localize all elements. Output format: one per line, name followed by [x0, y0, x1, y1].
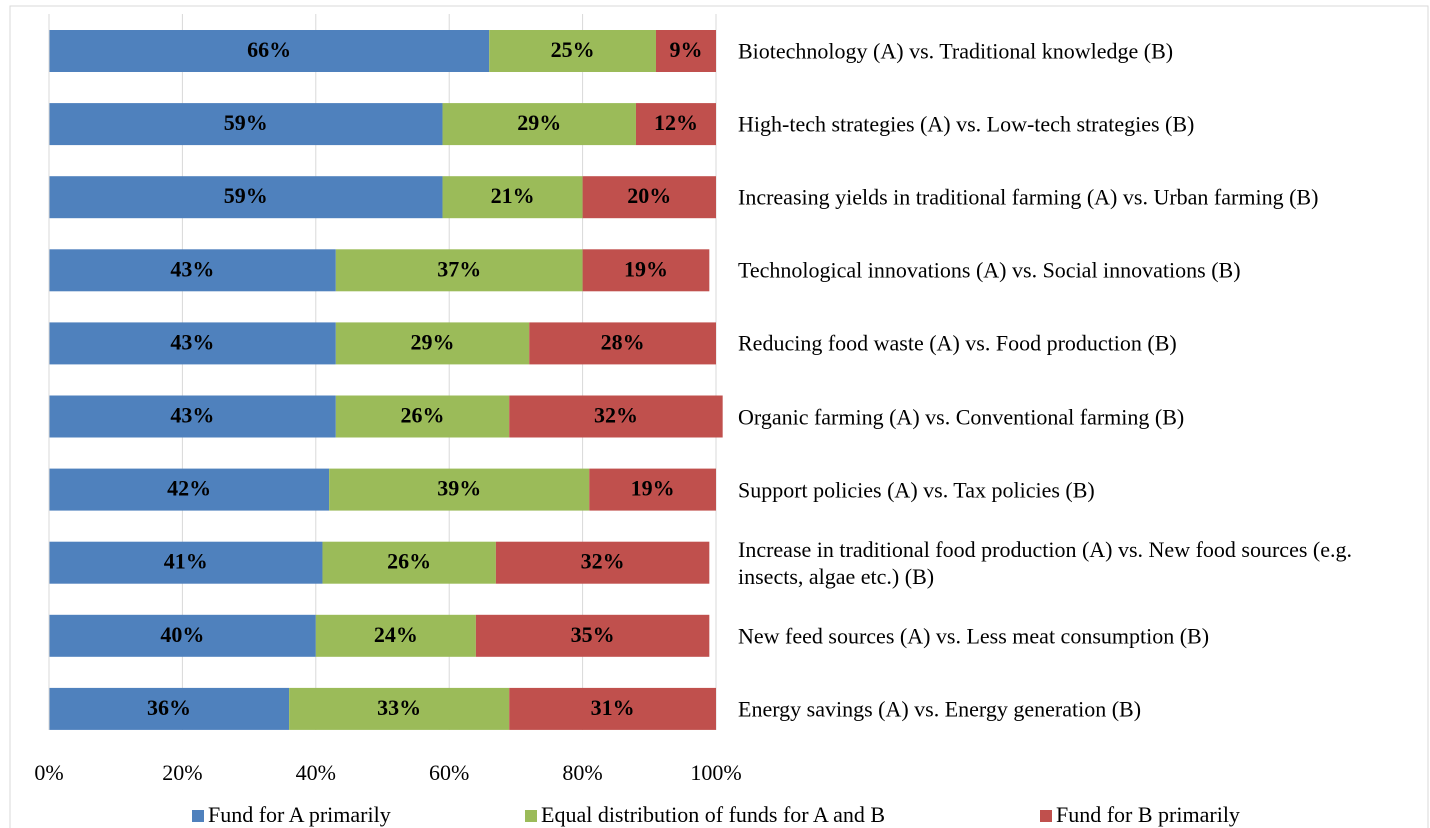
bar-segment	[49, 103, 443, 146]
bar-segment	[49, 395, 336, 438]
data-label: 12%	[654, 110, 698, 135]
data-label: 20%	[627, 183, 671, 208]
x-tick-label: 80%	[562, 760, 602, 785]
data-label: 28%	[601, 329, 645, 354]
bar-segment	[489, 30, 656, 72]
legend-swatch	[192, 810, 204, 822]
bar-segment	[49, 322, 336, 365]
data-label: 32%	[594, 403, 638, 428]
x-tick-label: 0%	[34, 760, 63, 785]
bar-segment	[509, 687, 716, 730]
data-label: 36%	[147, 695, 191, 720]
category-label: High-tech strategies (A) vs. Low-tech st…	[738, 111, 1195, 137]
data-label: 66%	[247, 37, 291, 62]
bar-segment	[49, 614, 316, 657]
data-label: 29%	[411, 329, 455, 354]
bar-segment	[49, 30, 490, 72]
legend-label: Fund for B primarily	[1056, 802, 1240, 827]
data-label: 26%	[387, 549, 431, 574]
data-label: 41%	[164, 549, 208, 574]
bar-segment	[442, 103, 636, 146]
category-label: Organic farming (A) vs. Conventional far…	[738, 404, 1185, 429]
legend-label: Fund for A primarily	[208, 802, 391, 827]
category-label: Reducing food waste (A) vs. Food product…	[738, 330, 1177, 356]
data-label: 42%	[167, 476, 211, 501]
x-tick-label: 100%	[690, 760, 741, 785]
bar-segment	[589, 468, 716, 511]
data-label: 24%	[374, 622, 418, 647]
data-label: 43%	[170, 256, 214, 281]
bar-segment	[582, 176, 716, 219]
bar-segment	[529, 322, 716, 365]
data-label: 31%	[591, 695, 635, 720]
data-label: 39%	[437, 476, 481, 501]
data-label: 29%	[517, 110, 561, 135]
legend-swatch	[525, 810, 537, 822]
bar-segment	[49, 468, 330, 511]
data-label: 33%	[377, 695, 421, 720]
bar-segment	[475, 614, 710, 657]
bar-segment	[289, 687, 510, 730]
x-tick-label: 40%	[296, 760, 336, 785]
bar-segment	[655, 30, 716, 72]
bar-segment	[49, 249, 336, 292]
data-label: 43%	[170, 403, 214, 428]
data-label: 25%	[551, 37, 595, 62]
bar-segment	[49, 541, 323, 584]
x-tick-label: 20%	[162, 760, 202, 785]
x-tick-label: 60%	[429, 760, 469, 785]
bar-segment	[329, 468, 590, 511]
data-label: 19%	[631, 476, 675, 501]
bar-segment	[635, 103, 716, 146]
data-label: 59%	[224, 183, 268, 208]
data-label: 19%	[624, 256, 668, 281]
legend-label: Equal distribution of funds for A and B	[541, 802, 885, 827]
data-label: 32%	[581, 549, 625, 574]
bar-segment	[322, 541, 496, 584]
category-label: Increasing yields in traditional farming…	[738, 184, 1319, 210]
legend-swatch	[1040, 810, 1052, 822]
bar-segment	[509, 395, 723, 438]
data-label: 43%	[170, 329, 214, 354]
bar-segment	[315, 614, 476, 657]
category-label: Increase in traditional food production …	[738, 536, 1352, 589]
category-label: Biotechnology (A) vs. Traditional knowle…	[738, 38, 1174, 64]
data-label: 26%	[401, 403, 445, 428]
category-label: New feed sources (A) vs. Less meat consu…	[738, 623, 1210, 649]
bar-segment	[335, 249, 583, 292]
bar-segment	[335, 395, 510, 438]
category-label: Support policies (A) vs. Tax policies (B…	[738, 477, 1095, 503]
bar-segment	[442, 176, 583, 219]
bar-segment	[49, 176, 443, 219]
chart-border	[9, 5, 1429, 828]
category-label: Technological innovations (A) vs. Social…	[738, 257, 1241, 283]
data-label: 40%	[160, 622, 204, 647]
category-label: Energy savings (A) vs. Energy generation…	[738, 696, 1142, 722]
data-label: 35%	[571, 622, 615, 647]
data-label: 37%	[437, 256, 481, 281]
data-label: 59%	[224, 110, 268, 135]
bar-segment	[495, 541, 710, 584]
bar-segment	[335, 322, 530, 365]
data-label: 9%	[669, 37, 702, 62]
data-label: 21%	[491, 183, 535, 208]
bar-segment	[582, 249, 710, 292]
bar-segment	[49, 687, 290, 730]
